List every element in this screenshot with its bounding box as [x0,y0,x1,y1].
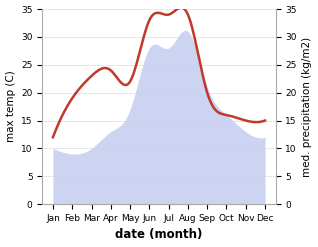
X-axis label: date (month): date (month) [115,228,203,242]
Y-axis label: max temp (C): max temp (C) [5,71,16,143]
Y-axis label: med. precipitation (kg/m2): med. precipitation (kg/m2) [302,37,313,177]
